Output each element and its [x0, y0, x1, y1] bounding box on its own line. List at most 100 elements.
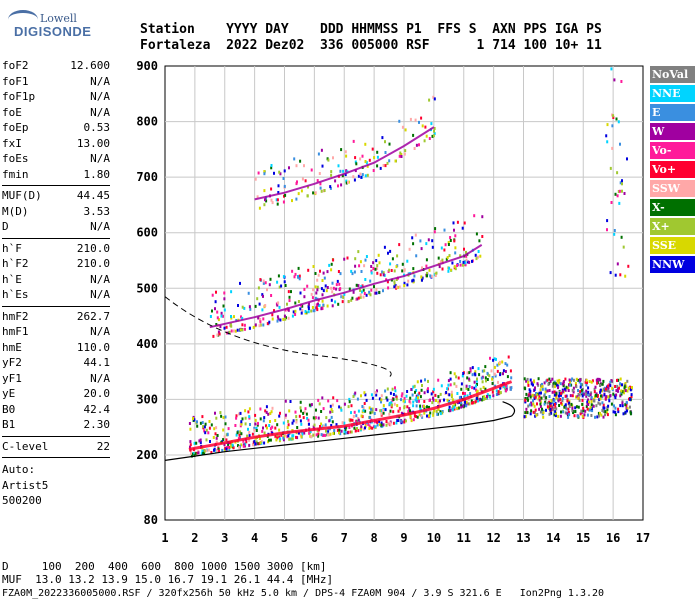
echo-point [262, 419, 265, 423]
echo-point [584, 380, 587, 384]
echo-point [295, 418, 298, 422]
echo-point [360, 290, 363, 294]
distance-row: D 100 200 400 600 800 1000 1500 3000 [km… [2, 560, 327, 573]
echo-point [343, 402, 346, 406]
echo-point [402, 420, 405, 424]
echo-point [301, 432, 304, 436]
echo-point [365, 255, 368, 258]
echo-point [332, 286, 335, 290]
echo-point [332, 396, 335, 400]
parameter-name: C-level [2, 439, 49, 453]
echo-point [315, 408, 317, 412]
profile-curves [164, 296, 516, 461]
echo-point [472, 401, 475, 404]
echo-point [356, 397, 359, 401]
echo-point [529, 412, 532, 416]
echo-point [344, 150, 347, 154]
x-tick-label: 4 [251, 531, 258, 545]
echo-point [344, 427, 347, 431]
echo-point [559, 393, 562, 397]
y-tick-label: 300 [136, 392, 158, 406]
echo-point [357, 296, 360, 300]
echo-point [412, 385, 415, 389]
echo-point [496, 369, 499, 373]
echo-point [621, 179, 623, 183]
echo-point [607, 404, 610, 408]
echo-point [599, 402, 602, 406]
echo-point [357, 250, 360, 254]
echo-point [217, 447, 220, 451]
echo-point [237, 304, 239, 307]
echo-point [585, 394, 588, 398]
echo-point [324, 284, 327, 288]
electron-density-profile [164, 415, 512, 461]
echo-point [213, 448, 215, 452]
echo-point [526, 411, 529, 415]
header-line1: Station YYYY DAY DDD HHMMSS P1 FFS S AXN… [140, 22, 602, 37]
echo-point [458, 400, 461, 404]
echo-point [321, 279, 324, 282]
echo-point [209, 315, 212, 318]
echo-point [233, 315, 235, 319]
echo-point [376, 150, 379, 154]
echo-point [541, 409, 544, 413]
echo-point [431, 401, 434, 405]
echo-point [236, 328, 239, 332]
echo-point [346, 256, 349, 260]
echo-point [608, 390, 611, 394]
echo-point [399, 419, 402, 423]
echo-point [380, 394, 383, 398]
echo-point [386, 161, 389, 165]
echo-point [506, 375, 509, 379]
echo-point [458, 396, 461, 400]
echo-point [443, 398, 445, 402]
echo-point [469, 369, 472, 373]
echo-point [413, 414, 416, 418]
echo-point [466, 376, 469, 380]
echo-point [480, 376, 483, 380]
parameter-row: hmF2 262.7 [2, 309, 110, 325]
echo-point [363, 292, 366, 295]
echo-point [395, 278, 398, 281]
echo-point [588, 393, 591, 397]
echo-point [597, 411, 600, 415]
echo-point [237, 437, 240, 441]
echo-point [257, 171, 260, 175]
parameter-row: D N/A [2, 219, 110, 235]
echo-point [341, 421, 344, 425]
echo-point [580, 410, 583, 413]
echo-point [276, 315, 279, 319]
echo-point [295, 197, 298, 201]
echo-point [426, 405, 428, 409]
echo-point [283, 314, 286, 318]
echo-point [432, 411, 435, 415]
echo-point [590, 414, 593, 417]
parameter-value: 44.45 [76, 189, 110, 202]
trace-line [254, 126, 435, 201]
echo-point [503, 386, 506, 390]
echo-point [350, 269, 353, 273]
echo-point [215, 290, 217, 294]
echo-point [351, 296, 354, 300]
echo-point [464, 400, 466, 404]
echo-point [557, 414, 560, 418]
echo-point [539, 388, 542, 392]
echo-point [257, 316, 260, 320]
parameter-name: hmF1 [2, 325, 29, 338]
echo-point [567, 386, 570, 390]
echo-point [430, 122, 433, 126]
echo-point [384, 151, 387, 154]
legend-entry: NoVal [650, 66, 695, 83]
echo-point [465, 384, 468, 388]
echo-point [479, 387, 482, 391]
echo-point [603, 386, 606, 390]
echo-point [310, 309, 313, 313]
echo-point [614, 406, 617, 410]
lowell-digisonde-logo: Lowell DIGISONDE [2, 4, 102, 44]
echo-point [429, 274, 432, 278]
echo-point [617, 378, 620, 382]
echo-point [393, 285, 396, 289]
echo-point [421, 276, 424, 280]
echo-point [262, 281, 265, 285]
echo-point [295, 415, 298, 419]
